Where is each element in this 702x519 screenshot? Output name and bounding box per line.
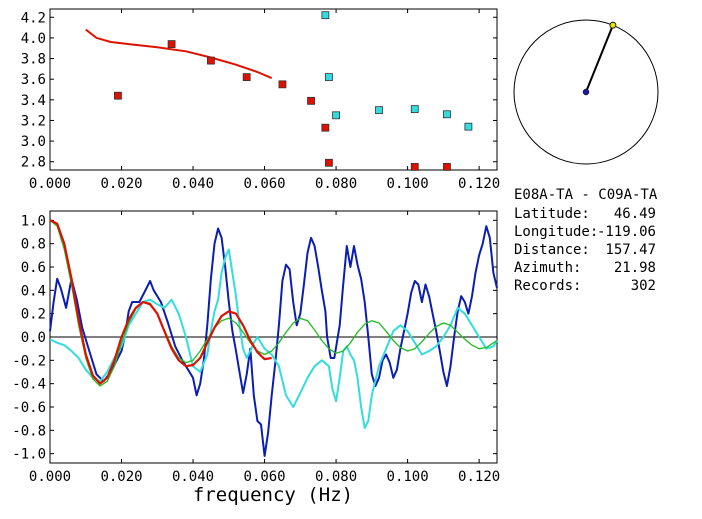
top-point-cyan <box>321 11 330 20</box>
longitude-label: Longitude: <box>514 224 598 240</box>
bottom-series-cyan <box>49 248 498 429</box>
top-fit-curve <box>85 28 273 80</box>
bottom-ytick-label: 0.2 <box>21 307 46 323</box>
top-point-cyan <box>410 105 419 114</box>
records-label: Records: <box>514 278 581 294</box>
distance-value: 157.47 <box>605 242 656 258</box>
top-ytick-label: 2.8 <box>21 155 46 171</box>
top-point-cyan <box>443 110 451 119</box>
top-ytick-label: 3.2 <box>21 113 46 129</box>
bottom-ytick-label: -0.8 <box>12 423 46 439</box>
azimuth-needle <box>585 24 614 93</box>
bottom-xtick-label: 0.080 <box>315 469 357 485</box>
records-value: 302 <box>631 278 656 294</box>
bottom-xtick-label: 0.120 <box>458 469 500 485</box>
top-xtick-label: 0.020 <box>100 176 142 192</box>
top-plot-frame <box>49 8 498 171</box>
top-fit-line <box>85 28 273 80</box>
azimuth-tip-dot <box>609 21 617 29</box>
top-xtick-label: 0.000 <box>29 176 71 192</box>
compass-circle <box>513 19 659 165</box>
azimuth-label: Azimuth: <box>514 260 581 276</box>
top-ytick-label: 3.0 <box>21 134 46 150</box>
bottom-ytick-label: -0.4 <box>12 377 46 393</box>
top-ytick-label: 4.0 <box>21 31 46 47</box>
bottom-xtick-label: 0.060 <box>243 469 285 485</box>
top-xtick-label: 0.040 <box>172 176 214 192</box>
azimuth-value: 21.98 <box>614 260 656 276</box>
top-point-cyan <box>325 73 333 82</box>
station-info: E08A-TA - C09A-TA Latitude: 46.49 Longit… <box>514 187 658 294</box>
top-point-red <box>321 123 330 132</box>
bottom-ytick-label: -1.0 <box>12 447 46 463</box>
top-point-red <box>114 91 122 100</box>
top-xtick-label: 0.080 <box>315 176 357 192</box>
top-xtick-label: 0.060 <box>243 176 285 192</box>
dispersion-panel: 0.000 0.020 0.040 0.060 0.080 0.100 0.120 2.8 3.… <box>21 8 500 192</box>
bottom-xtick-label: 0.100 <box>387 469 429 485</box>
azimuth-compass <box>513 19 659 165</box>
bottom-axis-ticks: 0.000 0.020 0.040 0.060 0.080 0.100 0.120 1.0 0.… <box>12 211 500 485</box>
correlation-panel: 0.000 0.020 0.040 0.060 0.080 0.100 0.120 1.0 0.… <box>12 210 500 506</box>
bottom-series-red <box>49 219 272 385</box>
bottom-ytick-label: -0.2 <box>12 353 46 369</box>
bottom-ytick-label: 1.0 <box>21 213 46 229</box>
bottom-series <box>49 219 498 457</box>
bottom-series-green <box>49 219 498 387</box>
top-ytick-label: 3.6 <box>21 72 46 88</box>
bottom-ytick-label: 0.0 <box>21 330 46 346</box>
top-point-cyan <box>375 106 383 115</box>
top-data-points <box>114 11 473 171</box>
distance-label: Distance: <box>514 242 590 258</box>
bottom-ytick-label: 0.6 <box>21 260 46 276</box>
top-point-cyan <box>464 122 473 131</box>
latitude-label: Latitude: <box>514 206 590 222</box>
top-axis-ticks: 0.000 0.020 0.040 0.060 0.080 0.100 0.120 2.8 3.… <box>21 9 500 192</box>
top-point-red <box>307 96 315 105</box>
top-point-red <box>443 163 451 171</box>
top-point-red <box>325 158 333 167</box>
top-point-red <box>242 73 251 82</box>
bottom-xtick-label: 0.020 <box>100 469 142 485</box>
x-axis-title: frequency (Hz) <box>193 484 353 506</box>
bottom-xtick-label: 0.000 <box>29 469 71 485</box>
station-pair: E08A-TA - C09A-TA <box>514 187 658 203</box>
bottom-ytick-label: 0.4 <box>21 283 46 299</box>
bottom-xtick-label: 0.040 <box>172 469 214 485</box>
top-ytick-label: 3.8 <box>21 52 46 68</box>
top-point-red <box>278 80 287 89</box>
top-point-red <box>167 40 176 48</box>
top-point-red <box>410 163 419 171</box>
top-ytick-label: 4.2 <box>21 10 46 26</box>
compass-center-dot <box>582 88 590 96</box>
bottom-ytick-label: 0.8 <box>21 237 46 253</box>
top-xtick-label: 0.100 <box>387 176 429 192</box>
top-point-cyan <box>332 111 340 120</box>
longitude-value: -119.06 <box>597 224 656 240</box>
latitude-value: 46.49 <box>614 206 656 222</box>
bottom-ytick-label: -0.6 <box>12 400 46 416</box>
top-ytick-label: 3.4 <box>21 93 46 109</box>
top-xtick-label: 0.120 <box>458 176 500 192</box>
top-point-red <box>207 56 215 65</box>
